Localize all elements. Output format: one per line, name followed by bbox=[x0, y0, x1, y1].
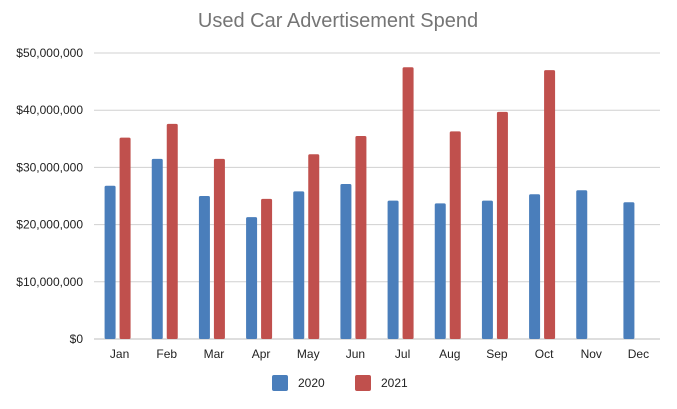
legend-label-2021: 2021 bbox=[381, 376, 408, 390]
chart-title: Used Car Advertisement Spend bbox=[198, 10, 478, 32]
bar-2020-dec bbox=[623, 202, 635, 339]
x-tick-label: Jan bbox=[110, 347, 129, 361]
bar-2020-oct bbox=[529, 194, 541, 339]
y-tick-label: $40,000,000 bbox=[16, 103, 83, 117]
bar-2021-jan bbox=[119, 137, 131, 339]
bar-2020-feb bbox=[151, 158, 163, 339]
x-tick-label: Feb bbox=[156, 347, 177, 361]
x-tick-label: Oct bbox=[535, 347, 554, 361]
x-tick-label: Jun bbox=[346, 347, 365, 361]
x-tick-label: Apr bbox=[252, 347, 271, 361]
bar-2020-jul bbox=[387, 200, 399, 339]
bar-2021-mar bbox=[213, 158, 225, 339]
x-axis-tick-labels: Jan Feb Mar Apr May Jun Jul Aug Sep Oct Nov Dec bbox=[110, 347, 649, 361]
x-tick-label: Aug bbox=[439, 347, 460, 361]
bar-2020-jan bbox=[104, 185, 116, 339]
x-tick-label: Nov bbox=[581, 347, 602, 361]
bar-2021-jul bbox=[402, 67, 414, 340]
bar-2021-feb bbox=[166, 123, 178, 339]
bar-2021-aug bbox=[449, 131, 461, 339]
bars bbox=[104, 67, 635, 340]
y-tick-label: $30,000,000 bbox=[16, 160, 83, 174]
bar-2021-may bbox=[308, 154, 320, 339]
y-tick-label: $0 bbox=[70, 332, 84, 346]
bar-2021-jun bbox=[355, 135, 367, 339]
bar-2020-apr bbox=[246, 217, 258, 339]
legend-label-2020: 2020 bbox=[298, 376, 325, 390]
gridlines bbox=[94, 52, 660, 340]
y-tick-label: $50,000,000 bbox=[16, 46, 83, 60]
bar-2020-nov bbox=[576, 190, 588, 339]
bar-2021-apr bbox=[261, 198, 273, 339]
legend: 2020 2021 bbox=[272, 375, 408, 391]
bar-2020-jun bbox=[340, 183, 352, 339]
x-tick-label: Dec bbox=[628, 347, 649, 361]
x-tick-label: Mar bbox=[204, 347, 225, 361]
legend-swatch-2021 bbox=[355, 375, 371, 391]
bar-2021-sep bbox=[496, 111, 508, 339]
x-tick-label: Sep bbox=[486, 347, 508, 361]
bar-2020-mar bbox=[198, 196, 210, 339]
bar-2021-oct bbox=[544, 70, 556, 339]
bar-2020-sep bbox=[481, 200, 493, 339]
bar-2020-may bbox=[293, 191, 305, 339]
legend-swatch-2020 bbox=[272, 375, 288, 391]
y-tick-label: $10,000,000 bbox=[16, 275, 83, 289]
x-tick-label: May bbox=[297, 347, 320, 361]
bar-2020-aug bbox=[434, 203, 446, 339]
y-tick-label: $20,000,000 bbox=[16, 218, 83, 232]
x-tick-label: Jul bbox=[395, 347, 410, 361]
y-axis-tick-labels: $0 $10,000,000 $20,000,000 $30,000,000 $40,0… bbox=[16, 46, 83, 346]
